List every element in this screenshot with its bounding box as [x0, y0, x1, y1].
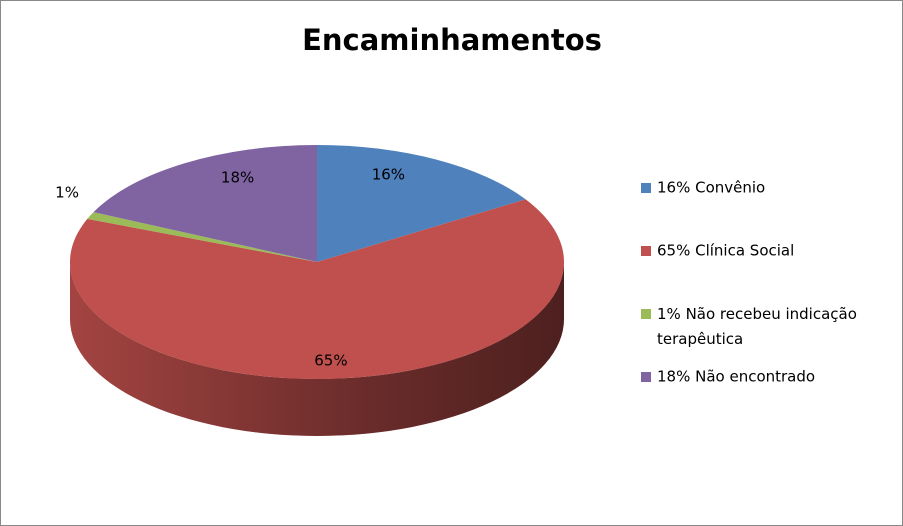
legend-swatch	[641, 309, 651, 319]
chart-title: Encaminhamentos	[302, 23, 602, 57]
legend-label: 18% Não encontrado	[657, 368, 815, 386]
slice	[70, 199, 564, 379]
data-label: 18%	[221, 169, 254, 187]
legend-label: 16% Convênio	[657, 179, 765, 197]
data-label: 65%	[314, 352, 347, 370]
slice	[317, 145, 526, 262]
legend-label: 65% Clínica Social	[657, 242, 794, 260]
slice	[93, 145, 317, 262]
legend-swatch	[641, 372, 651, 382]
data-label: 16%	[372, 165, 405, 183]
legend-swatch	[641, 246, 651, 256]
data-label: 1%	[55, 184, 79, 202]
legend-swatch	[641, 183, 651, 193]
slice-side-shade	[70, 262, 564, 436]
slice	[87, 212, 317, 262]
legend-label: 1% Não recebeu indicação terapêutica	[657, 305, 857, 348]
